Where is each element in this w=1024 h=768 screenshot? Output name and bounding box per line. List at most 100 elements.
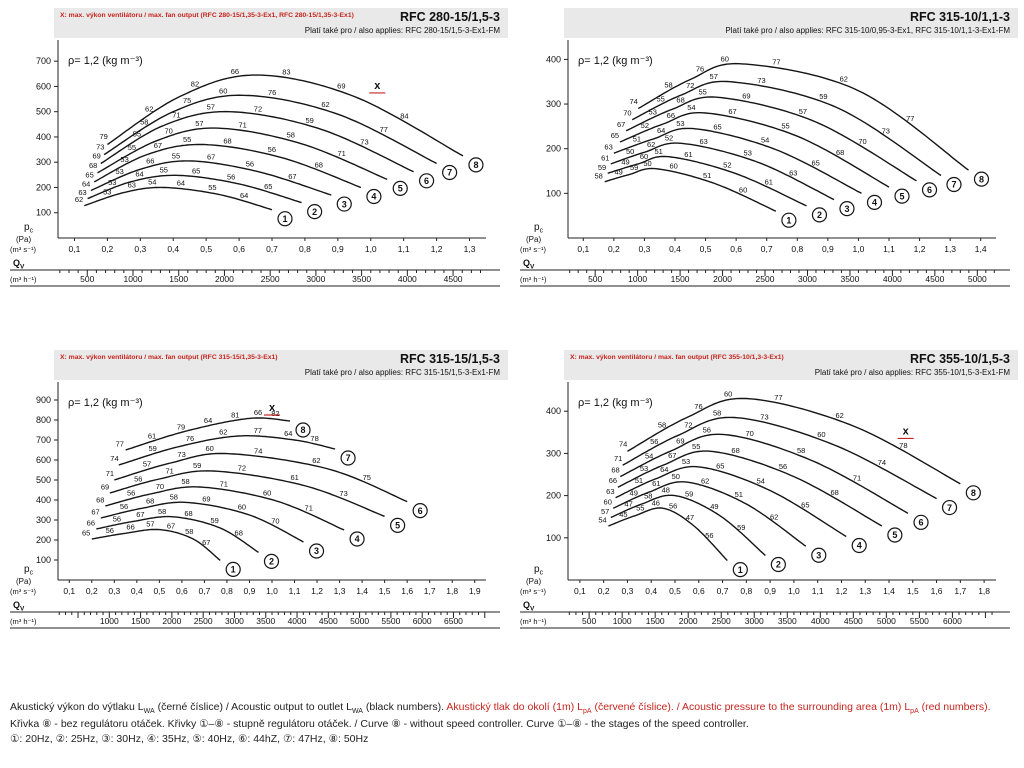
db-label-black: 65 (811, 158, 819, 167)
db-label-black: 68 (146, 497, 154, 506)
svg-text:4: 4 (857, 541, 862, 551)
svg-text:5: 5 (395, 521, 400, 531)
db-label-black: 67 (207, 153, 215, 162)
svg-text:0,6: 0,6 (233, 244, 245, 254)
legend-seg-red: (red numbers). (918, 701, 991, 713)
svg-text:500: 500 (588, 274, 602, 284)
flow-label: QV (13, 258, 25, 271)
db-label-black: 82 (191, 80, 199, 89)
db-label-black: 59 (630, 163, 638, 172)
mh-unit-label: (m³ h⁻¹) (10, 275, 37, 284)
fan-curve-6 (625, 96, 917, 182)
db-label-black: 69 (101, 482, 109, 491)
db-label-black: 65 (264, 182, 272, 191)
svg-text:4: 4 (872, 198, 877, 208)
db-label-black: 64 (82, 179, 90, 188)
svg-text:2: 2 (817, 210, 822, 220)
db-label-black: 70 (271, 517, 279, 526)
db-label-black: 61 (684, 150, 692, 159)
fan-curve-group-6: 68 69 70 71 54 56 58 6 (611, 425, 929, 530)
db-label-black: 65 (713, 122, 721, 131)
ms-unit-label: (m³ s⁻¹) (520, 587, 547, 596)
db-label-black: 58 (595, 171, 603, 180)
fan-curve-5 (617, 450, 883, 527)
db-label-black: 59 (685, 490, 693, 499)
db-label-black: 62 (75, 195, 83, 204)
db-label-black: 68 (676, 96, 684, 105)
db-label-black: 73 (882, 126, 890, 135)
svg-text:0,1: 0,1 (574, 586, 586, 596)
db-label-black: 67 (668, 451, 676, 460)
svg-text:5000: 5000 (877, 616, 896, 626)
curve-number-badge (412, 503, 428, 519)
fan-curve-8 (627, 397, 961, 485)
y-axis-unit: (Pa) (16, 577, 31, 586)
db-label-black: 68 (235, 528, 243, 537)
svg-text:5: 5 (899, 191, 904, 201)
y-axis-label: pc (24, 222, 34, 235)
curve-number-badge (811, 547, 827, 563)
curve-number-badge (921, 182, 938, 198)
db-label-black: 68 (836, 148, 844, 157)
db-label-black: 81 (231, 410, 239, 419)
fan-curve-group-5: 68 70 71 71 55 57 58 5 (89, 119, 408, 196)
svg-text:8: 8 (971, 488, 976, 498)
db-label-red: 55 (699, 88, 707, 97)
db-label-black: 63 (699, 137, 707, 146)
svg-text:0,5: 0,5 (700, 244, 712, 254)
db-label-black: 64 (240, 191, 248, 200)
db-label-black: 67 (136, 510, 144, 519)
svg-text:3500: 3500 (256, 616, 275, 626)
db-label-black: 60 (669, 162, 677, 171)
db-label-black: 68 (830, 488, 838, 497)
svg-text:4000: 4000 (288, 616, 307, 626)
svg-text:0,5: 0,5 (200, 244, 212, 254)
legend-sub: WA (351, 708, 363, 716)
db-label-red: 54 (645, 451, 653, 460)
chart-panel-rfc-280-15: X: max. výkon ventilátoru / max. fan out… (8, 8, 508, 294)
db-label-red: 62 (321, 100, 329, 109)
svg-text:0,1: 0,1 (577, 244, 589, 254)
db-label-red: 56 (127, 489, 135, 498)
density-label: ρ= 1,2 (kg m⁻³) (578, 397, 653, 409)
db-label-black: 69 (202, 495, 210, 504)
svg-text:1,3: 1,3 (944, 244, 956, 254)
fan-curve-group-3: 60 61 62 62 49 50 51 3 (604, 472, 827, 563)
db-label-black: 70 (858, 137, 866, 146)
db-label-black: 57 (601, 507, 609, 516)
db-label-red: 49 (615, 167, 623, 176)
chart-panel-rfc-315-10: RFC 315-10/1,1-3 Platí také pro / also a… (518, 8, 1018, 294)
db-label-black: 74 (254, 446, 262, 455)
y-axis-unit: (Pa) (16, 235, 31, 244)
also-applies-note: Platí také pro / also applies: RFC 355-1… (814, 368, 1010, 377)
svg-text:1,1: 1,1 (289, 586, 301, 596)
db-label-red: 53 (103, 187, 111, 196)
db-label-red: 54 (687, 103, 695, 112)
svg-text:500: 500 (36, 107, 51, 117)
svg-text:1,5: 1,5 (379, 586, 391, 596)
db-label-black: 71 (166, 467, 174, 476)
svg-text:300: 300 (36, 157, 51, 167)
db-label-red: 53 (744, 149, 752, 158)
curve-number-badge (973, 171, 990, 187)
fan-curve-7 (118, 435, 336, 466)
db-label-black: 72 (684, 420, 692, 429)
svg-text:0,7: 0,7 (199, 586, 211, 596)
db-label-black: 76 (186, 434, 194, 443)
svg-text:1,7: 1,7 (954, 586, 966, 596)
fan-curve-group-1: 54 55 56 56 45 46 47 1 (598, 498, 748, 578)
also-applies-note: Platí také pro / also applies: RFC 315-1… (304, 368, 500, 377)
db-label-red: 51 (703, 171, 711, 180)
y-axis-label: pc (534, 222, 544, 235)
fan-curve-group-5: 69 71 72 73 56 59 61 5 (101, 461, 406, 533)
curve-number-badge (965, 485, 981, 501)
fan-curve-group-3: 61 62 63 63 50 52 53 3 (601, 134, 855, 217)
fan-curve-group-8: 79 82 83 84 62 66 69 8 (100, 67, 484, 173)
chart-title: RFC 315-15/1,5-3 (399, 352, 500, 366)
svg-text:2500: 2500 (261, 274, 280, 284)
svg-text:6000: 6000 (413, 616, 432, 626)
